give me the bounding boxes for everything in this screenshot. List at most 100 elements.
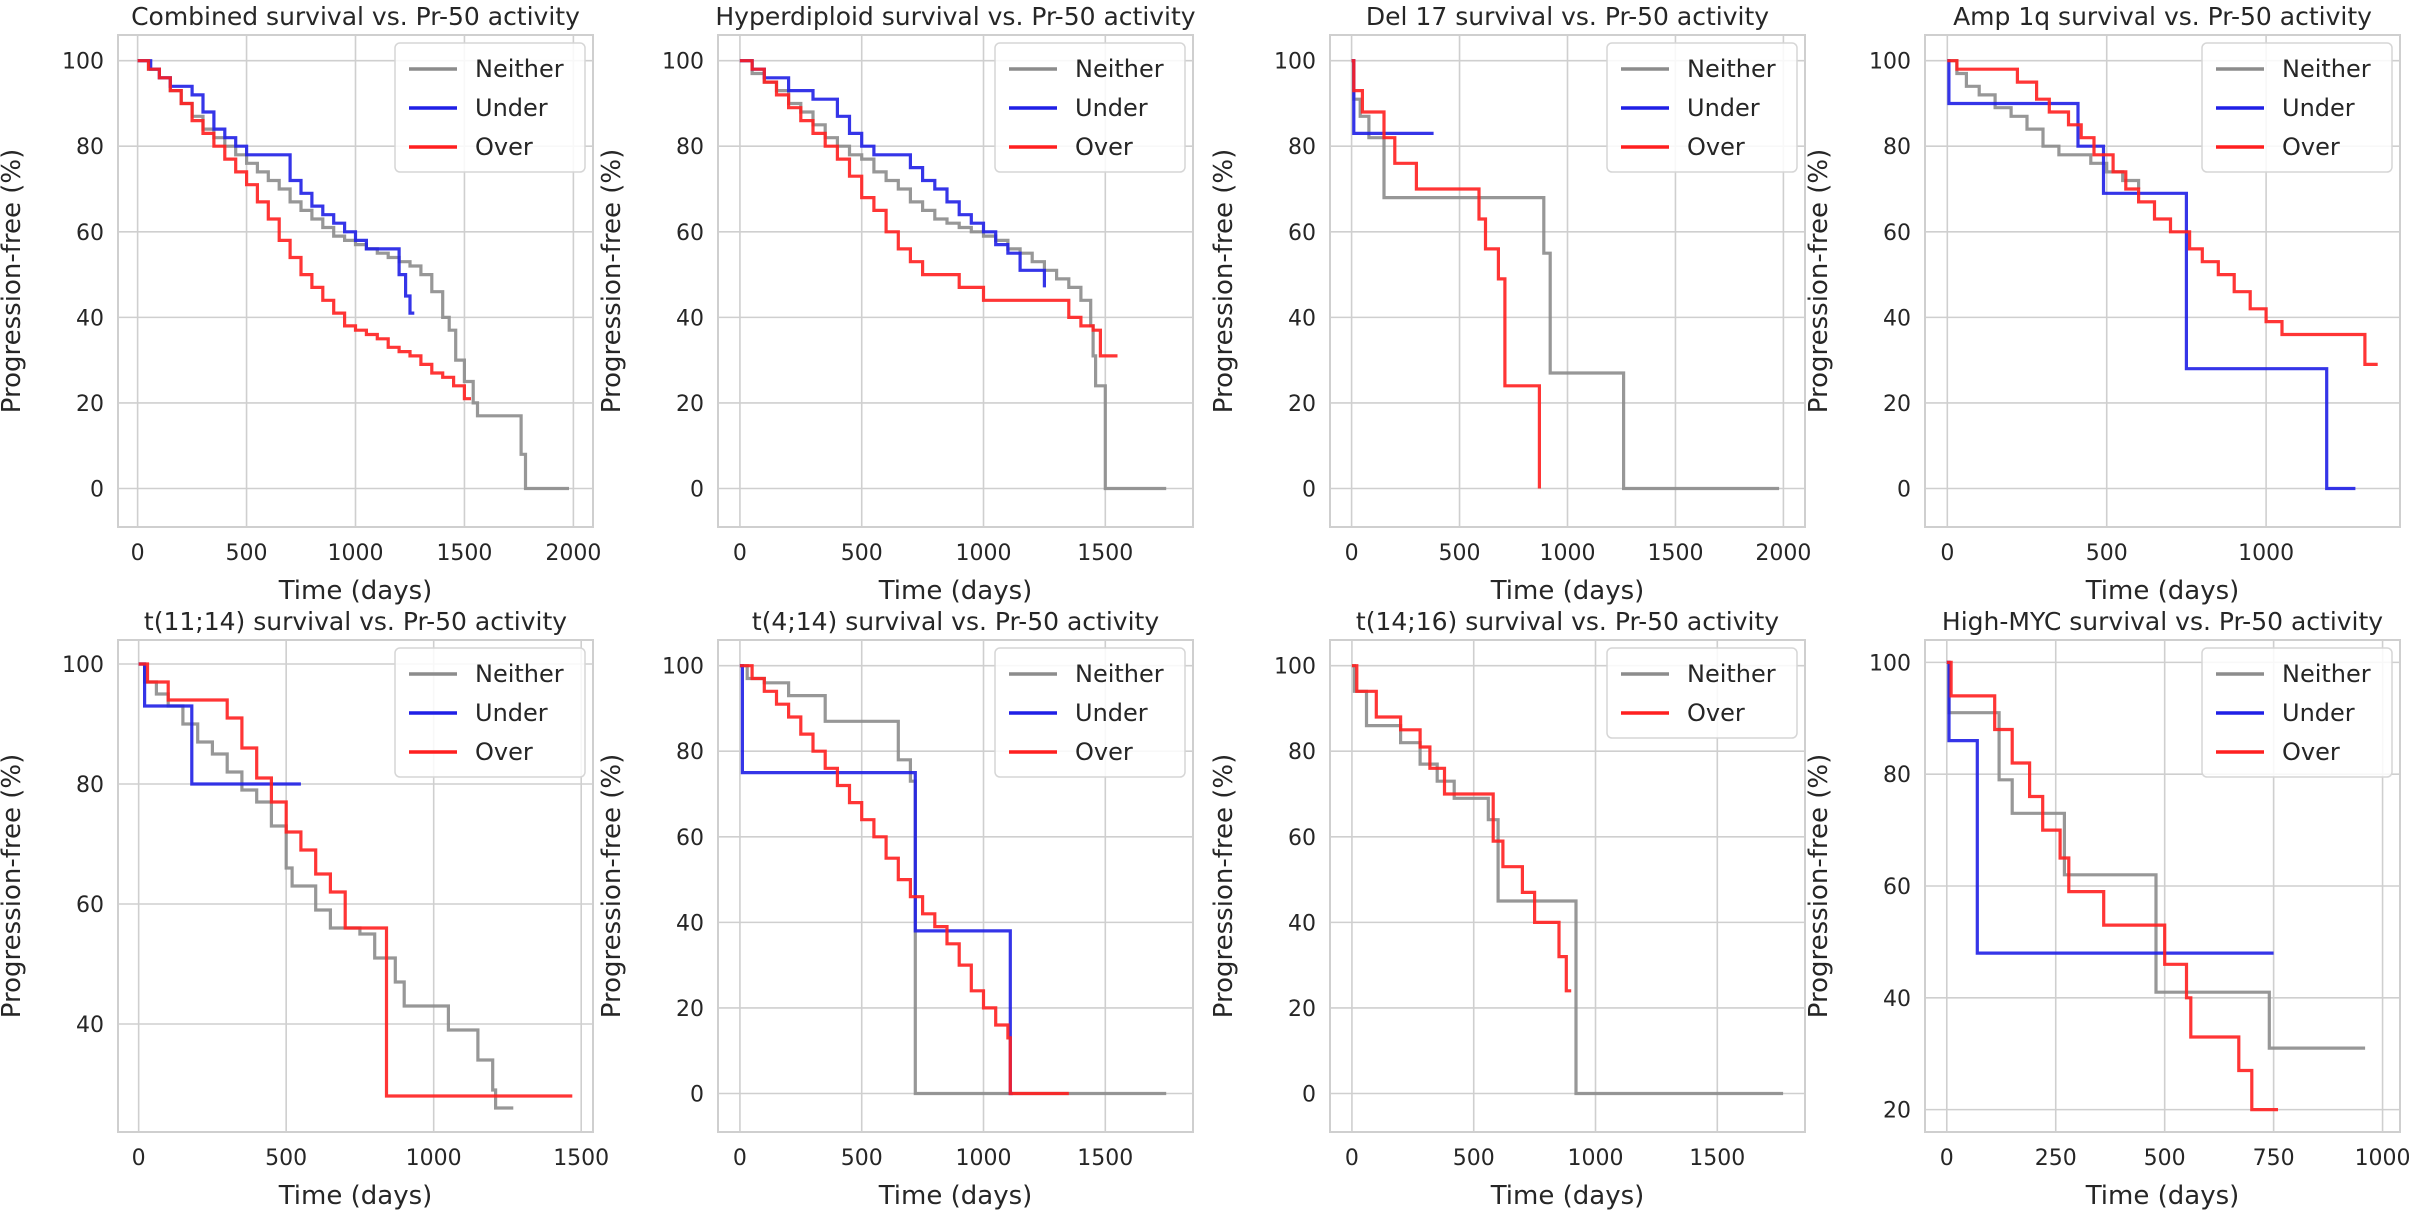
series-line-under bbox=[1947, 59, 2356, 491]
x-tick-label: 250 bbox=[2035, 1146, 2077, 1171]
x-tick-label: 1000 bbox=[406, 1146, 462, 1171]
x-tick-label: 2000 bbox=[545, 541, 601, 566]
x-axis-label: Time (days) bbox=[878, 1181, 1033, 1211]
y-tick-label: 0 bbox=[90, 477, 104, 502]
series-line-over bbox=[1351, 59, 1541, 489]
y-tick-label: 80 bbox=[1288, 740, 1316, 765]
x-tick-label: 1000 bbox=[2238, 541, 2294, 566]
legend-box bbox=[2201, 647, 2393, 778]
chart-panel-6: 0 500 1000 1500 0 20 40 60 80 100 t(4;14) survival… bbox=[597, 607, 1194, 1211]
legend-label-over: Over bbox=[1075, 133, 1133, 161]
x-tick-label: 1500 bbox=[1647, 541, 1703, 566]
x-tick-label: 500 bbox=[841, 541, 883, 566]
x-tick-label: 1500 bbox=[1077, 1146, 1133, 1171]
legend: Neither Under Over bbox=[394, 647, 586, 778]
y-tick-label: 20 bbox=[1883, 1099, 1911, 1124]
y-tick-label: 100 bbox=[662, 655, 704, 680]
legend-label-under: Under bbox=[475, 699, 548, 727]
y-tick-label: 80 bbox=[676, 135, 704, 160]
x-axis-label: Time (days) bbox=[1490, 576, 1645, 606]
legend-label-neither: Neither bbox=[475, 660, 564, 688]
chart-title: t(11;14) survival vs. Pr-50 activity bbox=[144, 607, 567, 636]
series-line-neither bbox=[1946, 660, 2366, 1050]
x-tick-label: 1000 bbox=[1540, 541, 1596, 566]
y-tick-label: 80 bbox=[1883, 763, 1911, 788]
series-line-over bbox=[739, 59, 1118, 358]
legend: Neither Under Over bbox=[994, 647, 1186, 778]
x-tick-label: 500 bbox=[2144, 1146, 2186, 1171]
y-tick-label: 60 bbox=[676, 221, 704, 246]
x-tick-label: 0 bbox=[733, 541, 747, 566]
y-tick-label: 80 bbox=[1883, 135, 1911, 160]
legend-box bbox=[994, 647, 1186, 778]
legend-label-neither: Neither bbox=[1687, 660, 1776, 688]
legend-label-under: Under bbox=[1687, 94, 1760, 122]
chart-title: Del 17 survival vs. Pr-50 activity bbox=[1366, 2, 1769, 31]
x-tick-label: 0 bbox=[132, 1146, 146, 1171]
legend-box bbox=[994, 42, 1186, 173]
y-axis-label: Progression-free (%) bbox=[0, 149, 27, 413]
x-tick-label: 750 bbox=[2253, 1146, 2295, 1171]
y-tick-label: 100 bbox=[662, 50, 704, 75]
x-tick-label: 500 bbox=[2086, 541, 2128, 566]
y-tick-label: 40 bbox=[1883, 987, 1911, 1012]
y-tick-label: 60 bbox=[1288, 221, 1316, 246]
y-axis-label: Progression-free (%) bbox=[597, 754, 627, 1018]
y-tick-label: 80 bbox=[76, 773, 104, 798]
y-tick-label: 100 bbox=[1274, 50, 1316, 75]
x-tick-label: 0 bbox=[1345, 1146, 1359, 1171]
chart-panel-8: 0 250 500 750 1000 20 40 60 80 100 High-MYC surviv… bbox=[1804, 607, 2411, 1211]
x-tick-label: 500 bbox=[1439, 541, 1481, 566]
legend-label-neither: Neither bbox=[1075, 660, 1164, 688]
x-tick-label: 0 bbox=[131, 541, 145, 566]
x-tick-label: 1500 bbox=[553, 1146, 609, 1171]
legend-label-over: Over bbox=[1687, 133, 1745, 161]
x-tick-label: 1000 bbox=[1568, 1146, 1624, 1171]
legend-label-under: Under bbox=[1075, 94, 1148, 122]
y-tick-label: 20 bbox=[676, 997, 704, 1022]
y-axis-label: Progression-free (%) bbox=[597, 149, 627, 413]
x-tick-label: 1000 bbox=[956, 1146, 1012, 1171]
legend-label-neither: Neither bbox=[1075, 55, 1164, 83]
x-axis-label: Time (days) bbox=[878, 576, 1033, 606]
series-line-under bbox=[739, 664, 1013, 1096]
chart-title: t(14;16) survival vs. Pr-50 activity bbox=[1356, 607, 1779, 636]
legend-label-neither: Neither bbox=[475, 55, 564, 83]
legend-box bbox=[1606, 42, 1798, 173]
y-tick-label: 80 bbox=[676, 740, 704, 765]
chart-panel-1: 0 500 1000 1500 2000 0 20 40 60 80 100 Combined sur… bbox=[0, 2, 601, 606]
legend-label-over: Over bbox=[475, 738, 533, 766]
legend-label-neither: Neither bbox=[1687, 55, 1776, 83]
x-tick-label: 0 bbox=[1345, 541, 1359, 566]
legend-box bbox=[2201, 42, 2393, 173]
y-tick-label: 40 bbox=[76, 306, 104, 331]
y-axis-label: Progression-free (%) bbox=[1209, 149, 1239, 413]
y-tick-label: 100 bbox=[1869, 651, 1911, 676]
chart-panel-7: 0 500 1000 1500 0 20 40 60 80 100 t(14;16) surviva… bbox=[1209, 607, 1806, 1211]
x-tick-label: 500 bbox=[1453, 1146, 1495, 1171]
y-tick-label: 60 bbox=[1883, 221, 1911, 246]
legend-label-over: Over bbox=[1687, 699, 1745, 727]
x-axis-label: Time (days) bbox=[278, 1181, 433, 1211]
legend-box bbox=[1606, 647, 1798, 739]
legend-label-under: Under bbox=[475, 94, 548, 122]
y-tick-label: 20 bbox=[676, 392, 704, 417]
x-tick-label: 1500 bbox=[1077, 541, 1133, 566]
y-tick-label: 100 bbox=[62, 50, 104, 75]
legend: Neither Under Over bbox=[394, 42, 586, 173]
series-line-over bbox=[1947, 59, 2378, 366]
x-tick-label: 1000 bbox=[328, 541, 384, 566]
legend: Neither Under Over bbox=[994, 42, 1186, 173]
y-tick-label: 20 bbox=[1288, 997, 1316, 1022]
chart-title: Hyperdiploid survival vs. Pr-50 activity bbox=[715, 2, 1195, 31]
chart-title: High-MYC survival vs. Pr-50 activity bbox=[1942, 607, 2383, 636]
legend: Neither Over bbox=[1606, 647, 1798, 739]
series-line-over bbox=[1351, 664, 1572, 993]
legend-label-over: Over bbox=[2282, 738, 2340, 766]
series-line-under bbox=[137, 59, 415, 315]
y-tick-label: 20 bbox=[1883, 392, 1911, 417]
x-tick-label: 1000 bbox=[2355, 1146, 2411, 1171]
series-line-neither bbox=[1351, 664, 1784, 1096]
y-tick-label: 60 bbox=[676, 826, 704, 851]
